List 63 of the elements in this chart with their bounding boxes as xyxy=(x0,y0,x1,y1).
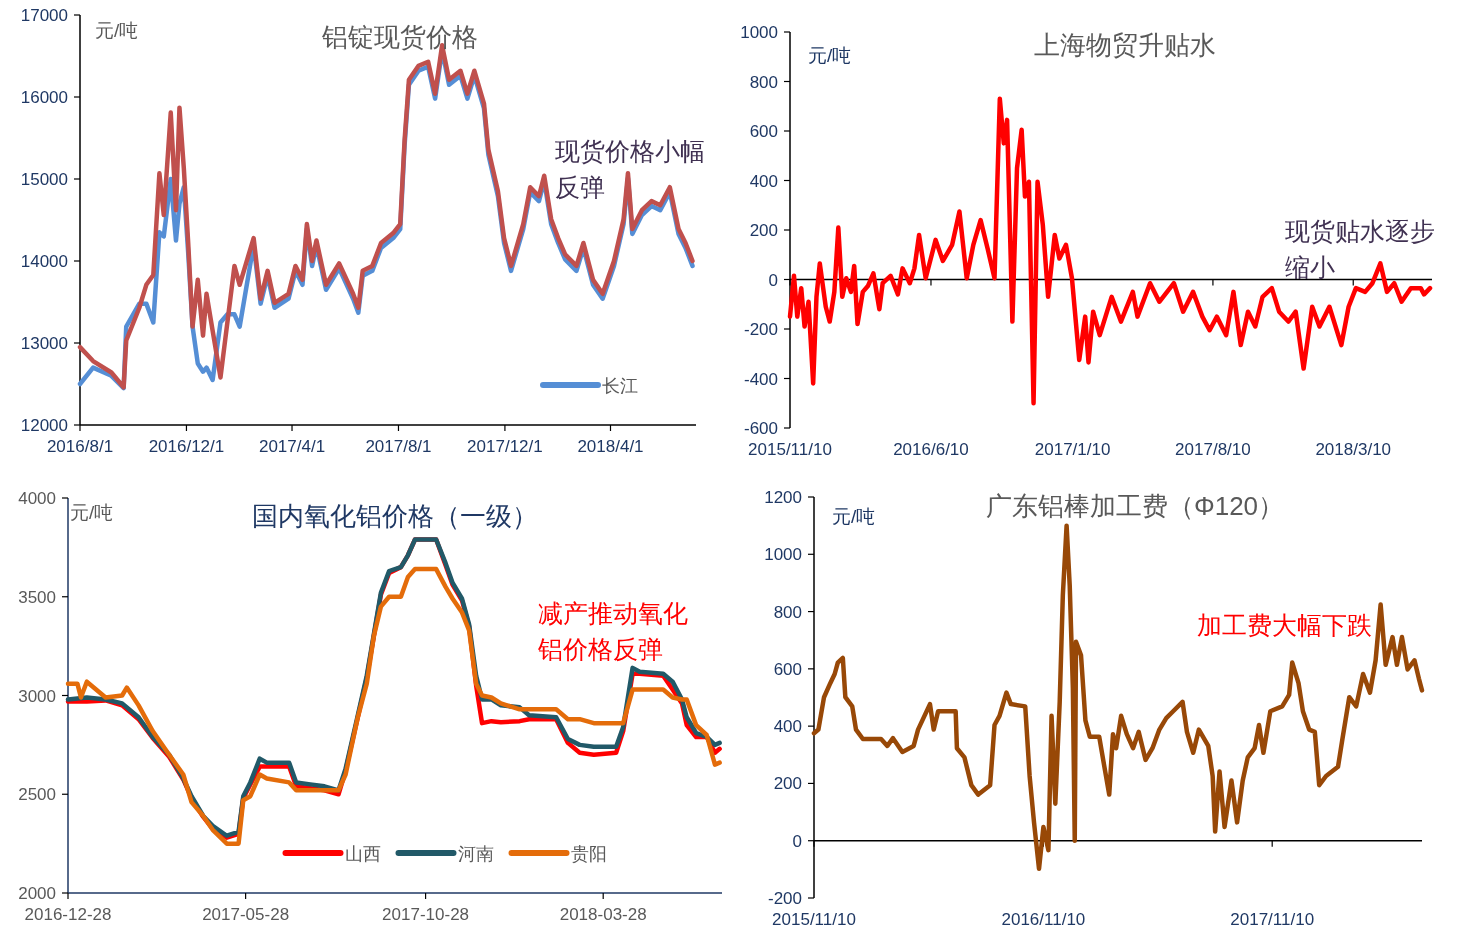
x-tick-label: 2017-05-28 xyxy=(202,905,290,924)
chart-title: 铝锭现货价格 xyxy=(321,22,478,52)
y-tick-label: 800 xyxy=(773,602,802,622)
x-tick-label: 2017/4/1 xyxy=(258,437,326,456)
annotation: 现货价格小幅反弹 xyxy=(555,137,705,202)
annotation: 加工费大幅下跌 xyxy=(1197,611,1372,639)
x-tick-label: 2017/8/1 xyxy=(365,437,432,456)
y-tick-label: 2500 xyxy=(18,785,56,805)
annotation: 减产推动氧化铝价格反弹 xyxy=(537,599,688,664)
x-tick-label: 2018-03-28 xyxy=(559,905,647,924)
y-tick-label: 3000 xyxy=(18,686,56,706)
legend-label: 河南 xyxy=(457,844,494,864)
x-tick-label: 2017/1/10 xyxy=(1034,440,1111,459)
y-tick-label: 17000 xyxy=(20,6,68,25)
legend-label: 山西 xyxy=(344,844,381,864)
annotation: 元/吨 xyxy=(808,45,852,66)
y-tick-label: -600 xyxy=(743,419,778,438)
x-tick-label: 2015/11/10 xyxy=(748,440,832,459)
x-tick-label: 2018/4/1 xyxy=(577,437,644,456)
y-tick-label: 1000 xyxy=(740,23,778,42)
y-tick-label: 400 xyxy=(749,171,778,191)
chart-title: 上海物贸升贴水 xyxy=(1034,30,1216,60)
y-tick-label: 14000 xyxy=(20,252,68,271)
y-tick-label: 12000 xyxy=(20,416,68,435)
annotation: 元/吨 xyxy=(70,502,114,523)
y-tick-label: -200 xyxy=(767,889,802,908)
legend: 长江 xyxy=(540,376,638,396)
x-tick-label: 2016/8/1 xyxy=(46,437,114,456)
y-tick-label: 0 xyxy=(768,270,778,290)
y-tick-label: -400 xyxy=(743,369,778,389)
x-tick-label: 2017/8/10 xyxy=(1175,440,1251,459)
x-tick-label: 2017/12/1 xyxy=(467,437,543,456)
y-tick-label: 600 xyxy=(773,659,802,679)
y-tick-label: 200 xyxy=(773,774,802,794)
x-tick-label: 2017-10-28 xyxy=(382,905,470,924)
y-tick-label: 4000 xyxy=(18,489,56,508)
x-tick-label: 2015/11/10 xyxy=(772,910,856,929)
y-tick-label: 1000 xyxy=(764,545,802,565)
y-tick-label: 13000 xyxy=(20,334,68,353)
x-tick-label: 2017/11/10 xyxy=(1230,910,1315,929)
y-tick-label: 3500 xyxy=(18,587,56,607)
y-tick-label: 1200 xyxy=(764,488,802,507)
annotation: 元/吨 xyxy=(832,506,876,527)
x-tick-label: 2016/6/10 xyxy=(893,440,969,459)
y-tick-label: 15000 xyxy=(20,170,68,189)
chart-title: 广东铝棒加工费（Φ120） xyxy=(985,491,1285,521)
y-tick-label: -200 xyxy=(743,320,778,339)
x-tick-label: 2016/11/10 xyxy=(1001,910,1086,929)
x-tick-label: 2016/12/1 xyxy=(148,437,225,456)
y-tick-label: 200 xyxy=(749,221,778,240)
legend-label: 长江 xyxy=(602,376,638,396)
y-tick-label: 600 xyxy=(749,122,778,141)
annotation: 现货贴水逐步缩小 xyxy=(1285,217,1435,282)
y-tick-label: 400 xyxy=(773,717,802,737)
x-tick-label: 2018/3/10 xyxy=(1315,440,1392,459)
chart-title: 国内氧化铝价格（一级） xyxy=(252,501,538,531)
y-tick-label: 16000 xyxy=(20,88,68,107)
annotation: 元/吨 xyxy=(95,20,139,41)
legend-label: 贵阳 xyxy=(570,844,607,864)
y-tick-label: 0 xyxy=(792,831,802,851)
y-tick-label: 2000 xyxy=(18,884,56,903)
y-tick-label: 800 xyxy=(749,72,778,92)
x-tick-label: 2016-12-28 xyxy=(24,905,112,924)
